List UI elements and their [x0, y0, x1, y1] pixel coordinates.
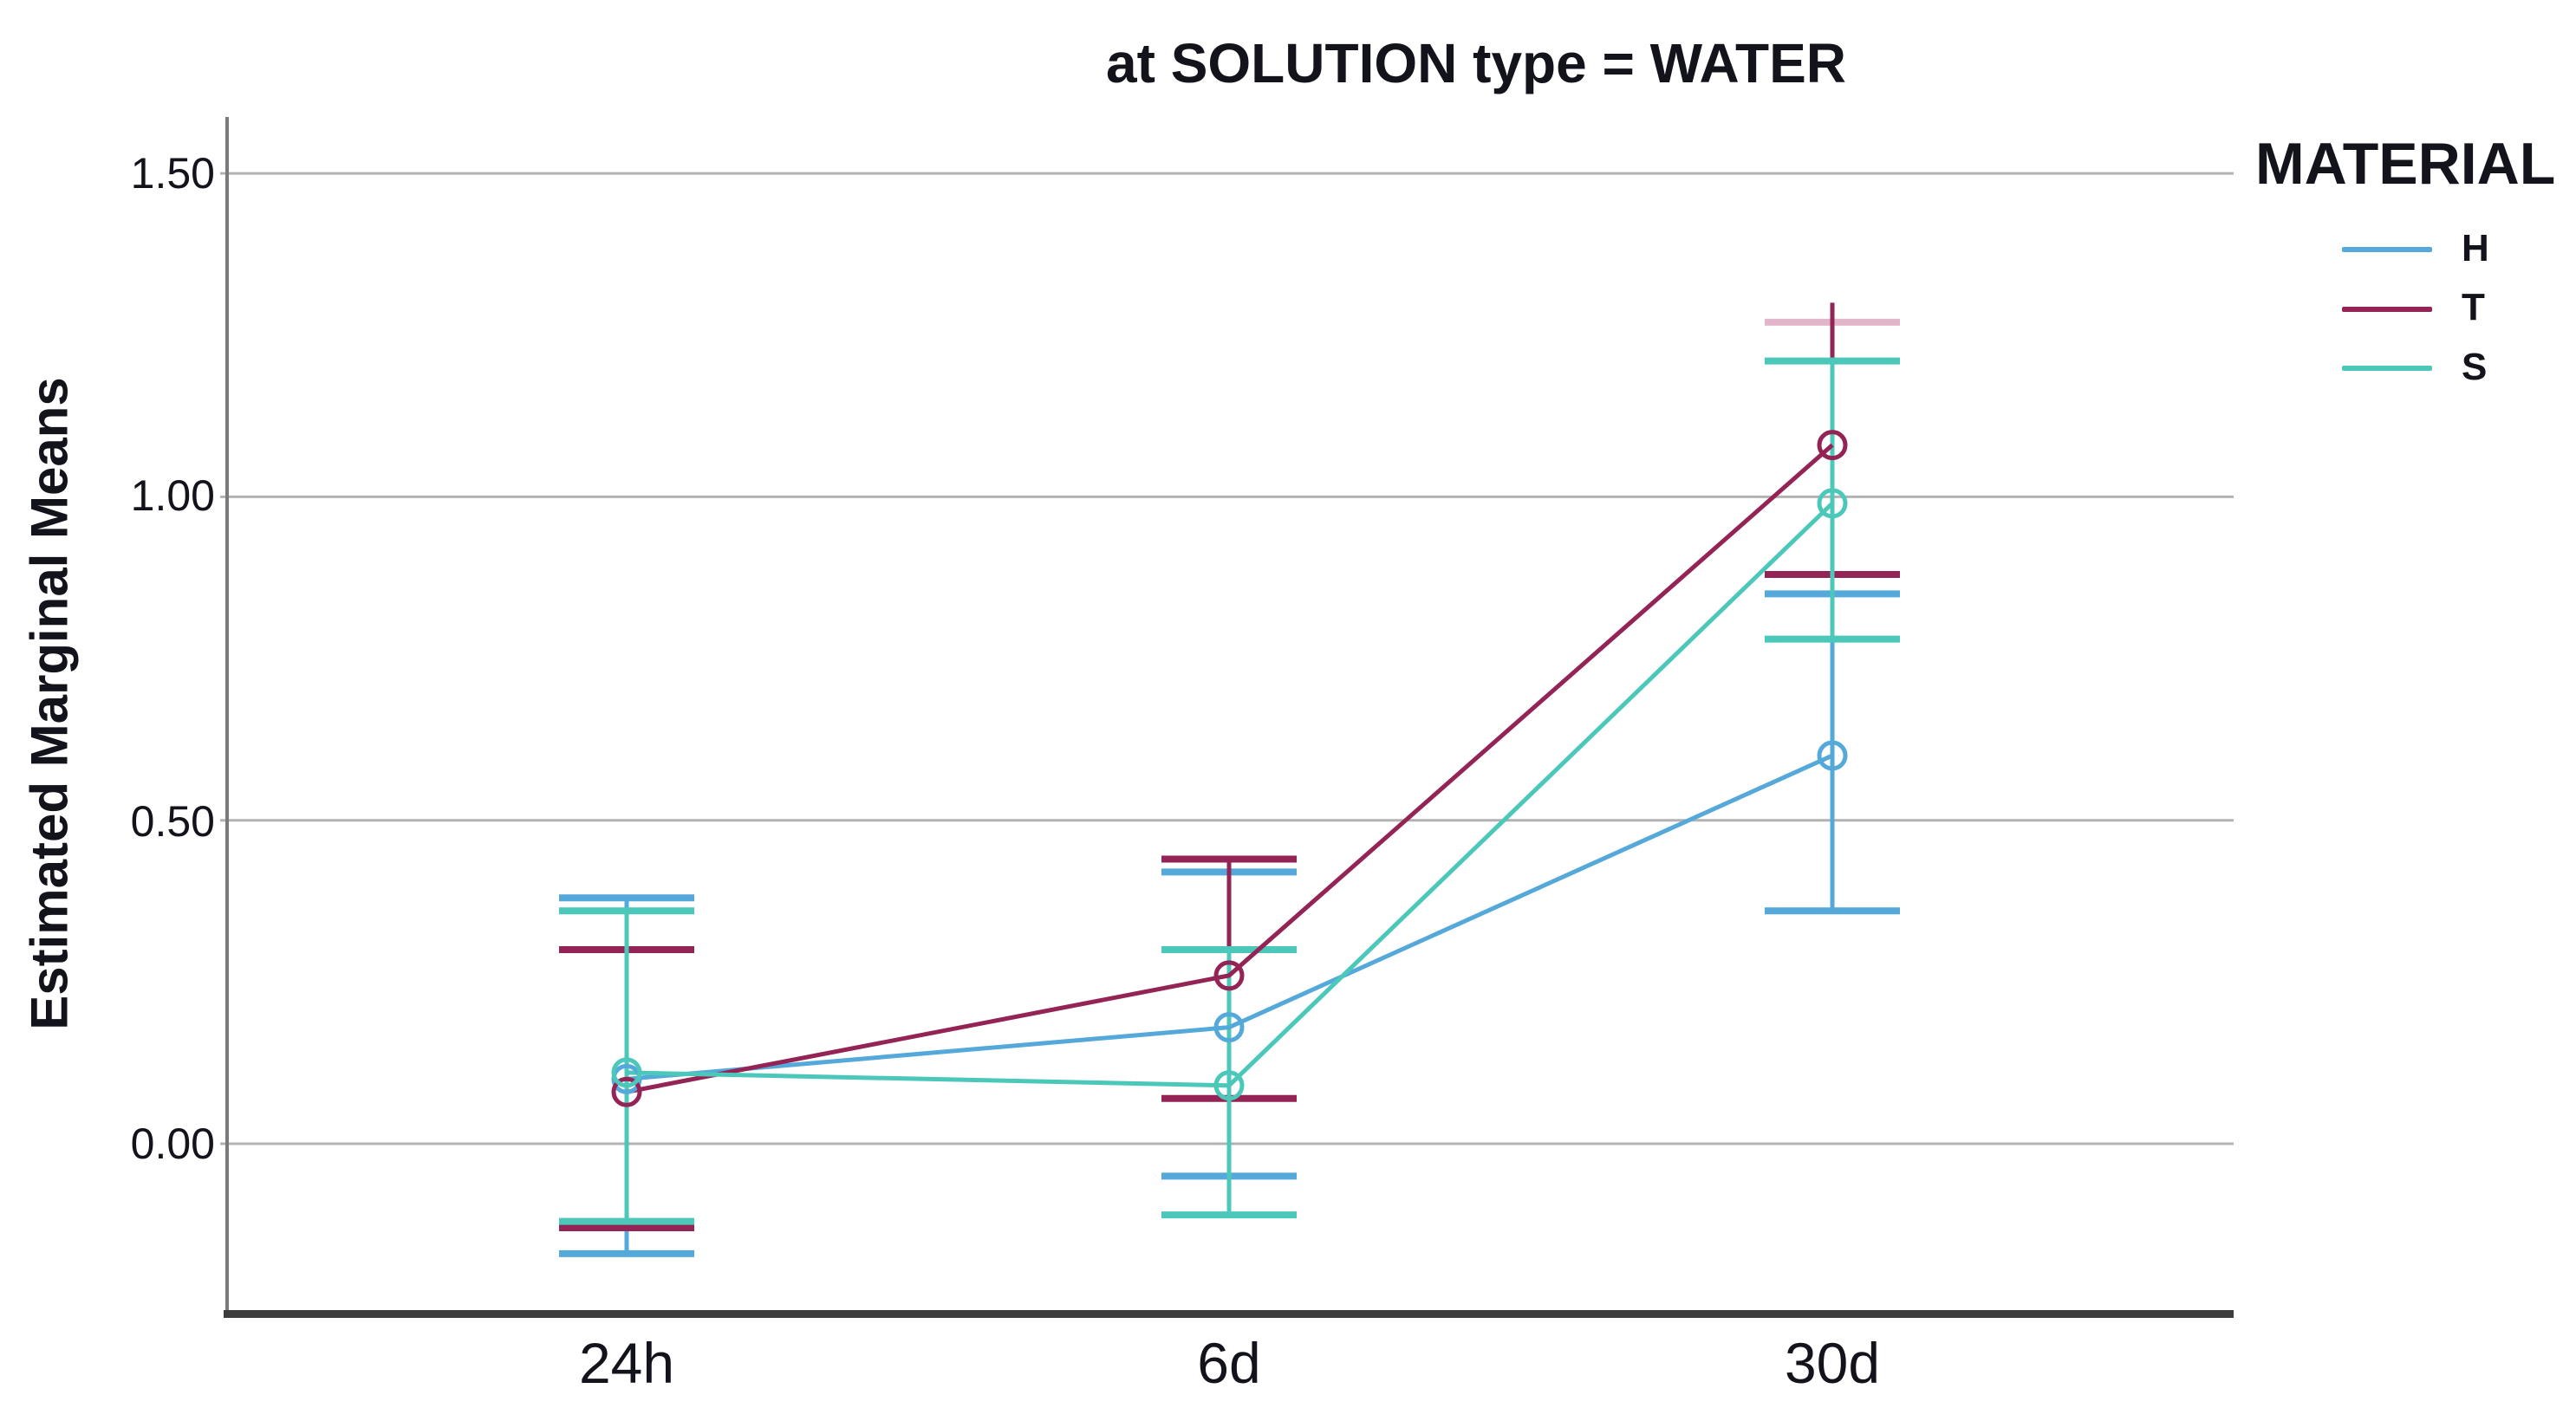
y-tick-label-1-00: 1.00	[130, 471, 215, 520]
legend-label-t: T	[2462, 286, 2485, 328]
legend-swatch-s-line-icon	[2342, 366, 2432, 371]
legend-title: MATERIAL	[2255, 131, 2556, 197]
y-tick-label-1-50: 1.50	[130, 149, 215, 198]
legend-swatch-t-line-icon	[2342, 307, 2432, 312]
legend-label-s: S	[2462, 346, 2488, 388]
chart-title: at SOLUTION type = WATER	[1106, 32, 1846, 94]
y-tick-label-0-50: 0.50	[130, 797, 215, 846]
y-tick-label-0-00: 0.00	[130, 1119, 215, 1168]
legend-label-h: H	[2462, 227, 2489, 269]
x-tick-label-30d: 30d	[1784, 1331, 1881, 1395]
legend-swatch-h-line-icon	[2342, 247, 2432, 252]
x-tick-label-6d: 6d	[1197, 1331, 1261, 1395]
x-tick-label-24h: 24h	[578, 1331, 675, 1395]
